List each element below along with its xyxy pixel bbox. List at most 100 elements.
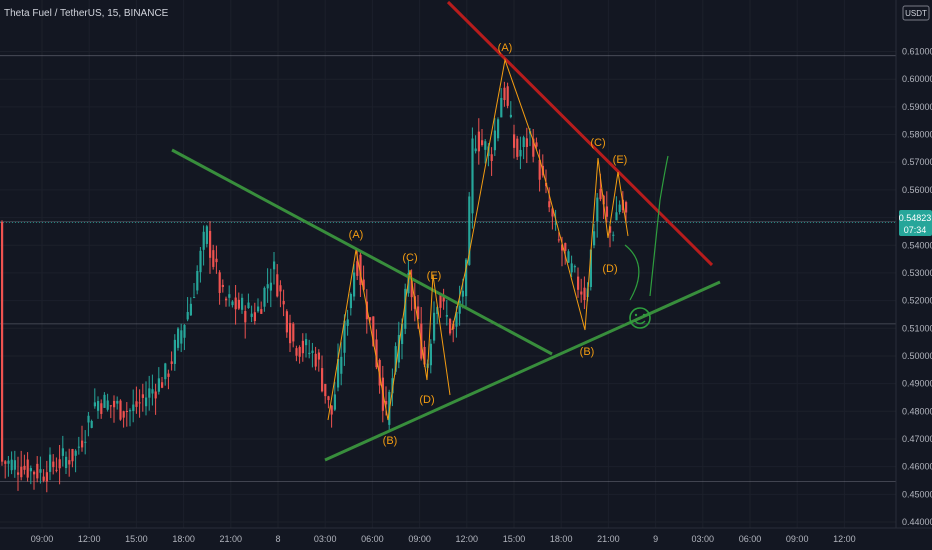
candle: [612, 231, 615, 242]
trend-lines[interactable]: [171, 0, 721, 462]
candle: [477, 118, 480, 165]
wave-label: (B): [383, 435, 398, 447]
candle: [103, 392, 106, 408]
candle: [61, 435, 64, 467]
candle: [180, 323, 183, 353]
time-tick-label: 15:00: [503, 534, 526, 544]
candle: [273, 252, 276, 285]
candle: [263, 286, 266, 312]
candle: [71, 448, 74, 468]
candle: [305, 333, 308, 358]
time-tick-label: 03:00: [692, 534, 715, 544]
price-tick-label: 0.61000: [902, 47, 932, 57]
candle: [301, 333, 304, 362]
candle: [609, 224, 612, 248]
resistance-trend-line[interactable]: [446, 0, 714, 267]
candle: [215, 245, 218, 274]
candle: [39, 456, 42, 484]
candle: [253, 302, 256, 325]
candle: [333, 381, 336, 412]
candle: [410, 269, 413, 311]
candle: [173, 334, 176, 371]
price-axis-panel[interactable]: [896, 0, 932, 528]
candle: [135, 386, 138, 414]
candle: [109, 405, 112, 419]
candle: [65, 451, 68, 474]
candle: [340, 341, 343, 386]
candle: [23, 454, 26, 475]
candle: [580, 278, 583, 303]
candle: [570, 255, 573, 278]
candle: [55, 457, 58, 473]
candle: [125, 402, 128, 427]
price-tick-label: 0.52000: [902, 296, 932, 306]
time-axis-panel[interactable]: [0, 528, 932, 550]
candle: [164, 362, 167, 386]
candle: [269, 268, 272, 308]
candle: [330, 405, 333, 428]
candle: [349, 292, 352, 316]
candle: [497, 117, 500, 142]
candle: [493, 117, 496, 157]
candle: [154, 383, 157, 415]
candle: [282, 289, 285, 317]
candle: [225, 296, 228, 307]
candle: [314, 346, 317, 371]
chart-title: Theta Fuel / TetherUS, 15, BINANCE: [4, 8, 169, 19]
candle: [519, 136, 522, 170]
candle: [84, 430, 87, 455]
candle: [119, 399, 122, 421]
candle: [100, 399, 103, 419]
candle: [221, 279, 224, 293]
candle: [260, 301, 263, 314]
time-tick-label: 18:00: [172, 534, 195, 544]
wave-label: (A): [349, 229, 364, 241]
candle: [36, 456, 39, 483]
candle: [151, 374, 154, 406]
time-tick-label: 09:00: [31, 534, 54, 544]
candle: [218, 270, 221, 305]
candle: [129, 408, 132, 427]
candle: [68, 448, 71, 477]
candle: [170, 351, 173, 371]
candle: [317, 349, 320, 372]
wave-label: (E): [427, 270, 442, 282]
candle: [471, 127, 474, 229]
candle: [583, 276, 586, 310]
candle: [45, 460, 48, 493]
candle: [49, 447, 52, 481]
price-tick-label: 0.45000: [902, 489, 932, 499]
candle: [500, 88, 503, 118]
time-tick-label: 06:00: [361, 534, 384, 544]
candle: [42, 469, 45, 483]
smiley-face-icon: [629, 307, 651, 329]
price-tick-label: 0.51000: [902, 323, 932, 333]
currency-badge[interactable]: USDT: [902, 5, 930, 21]
price-tick-label: 0.47000: [902, 434, 932, 444]
wave-label: (B): [580, 346, 595, 358]
candle: [465, 258, 468, 307]
time-tick-label: 15:00: [125, 534, 148, 544]
candle: [177, 327, 180, 351]
price-tick-label: 0.49000: [902, 379, 932, 389]
descending-trend-line[interactable]: [171, 148, 553, 356]
candle: [52, 454, 55, 475]
candle: [234, 285, 237, 325]
candle: [196, 265, 199, 295]
ascending-support-line[interactable]: [324, 280, 721, 462]
candle: [231, 300, 234, 308]
candle: [308, 339, 311, 359]
candle: [266, 268, 269, 303]
price-tick-label: 0.44000: [902, 517, 932, 527]
candle: [346, 309, 349, 336]
candle: [93, 388, 96, 409]
candle: [244, 305, 247, 339]
wave-label: (C): [402, 252, 417, 264]
currency-badge-label: USDT: [905, 9, 927, 18]
candle: [353, 263, 356, 301]
time-tick-label: 06:00: [739, 534, 762, 544]
candle: [538, 149, 541, 192]
price-tick-label: 0.58000: [902, 130, 932, 140]
candle: [199, 246, 202, 283]
